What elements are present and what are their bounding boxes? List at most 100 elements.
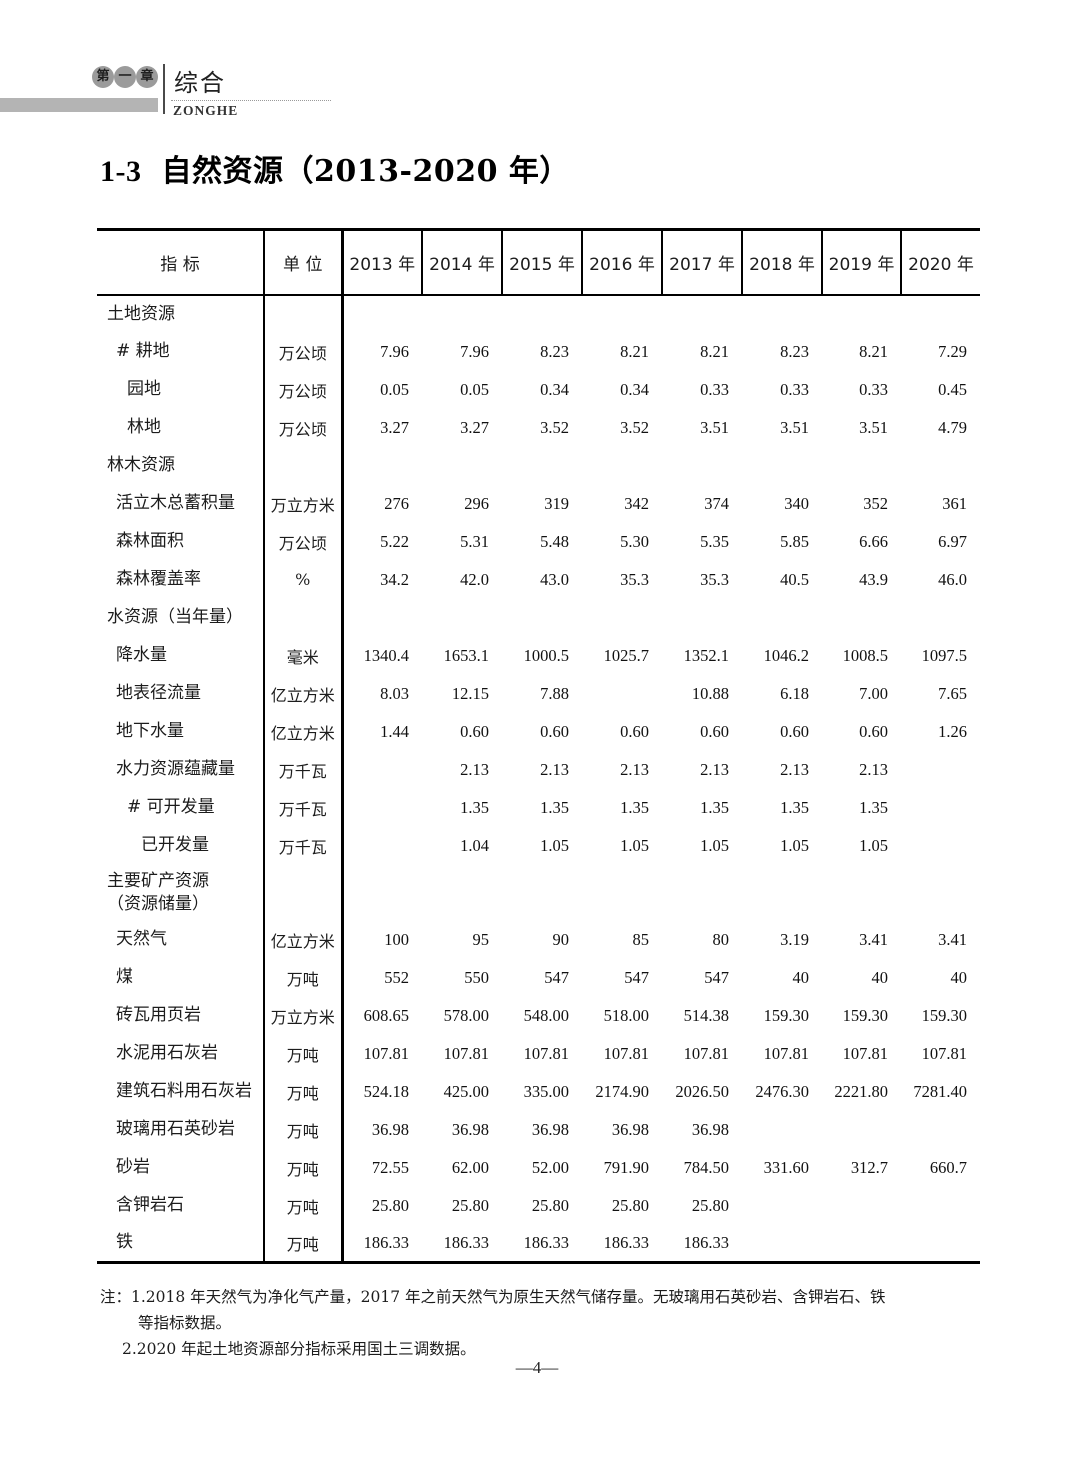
row-label: 铁 — [97, 1224, 265, 1263]
data-row: 水力资源蕴藏量 万千瓦 2.13 2.13 2.13 2.13 2.13 2.13 — [97, 750, 980, 789]
cell-value — [822, 447, 901, 485]
cell-value: 10.88 — [691, 683, 729, 703]
data-row: 水泥用石灰岩 万吨 107.81 107.81 107.81 107.81 107.81 10… — [97, 1034, 980, 1073]
cell-value — [901, 789, 980, 827]
row-unit: 万吨 — [264, 1072, 344, 1111]
row-label: 建筑石料用石灰岩 — [97, 1072, 265, 1111]
cell-value: 34.2 — [380, 569, 409, 589]
cell-value: 5.35 — [700, 531, 729, 551]
cell-value: 2221.80 — [834, 1081, 888, 1101]
cell-value: 80 — [712, 929, 730, 949]
cell-value — [582, 599, 662, 637]
chapter-badge-char: 章 — [136, 66, 158, 88]
cell-value: 6.97 — [938, 531, 967, 551]
cell-value — [901, 827, 980, 865]
row-unit: 万吨 — [264, 958, 344, 997]
row-label: 地表径流量 — [97, 674, 265, 713]
row-label: 煤 — [97, 958, 265, 997]
cell-value — [662, 599, 742, 637]
cell-value — [342, 827, 422, 865]
cell-value: 0.33 — [780, 379, 809, 399]
cell-value: 1.26 — [938, 721, 967, 741]
cell-value: 518.00 — [603, 1005, 649, 1025]
row-label: 主要矿产资源 （资源储量） — [97, 864, 265, 921]
cell-value — [742, 1225, 822, 1263]
cell-value — [502, 599, 582, 637]
cell-value — [822, 1111, 901, 1149]
cell-value: 1046.2 — [763, 645, 809, 665]
cell-value: 340 — [784, 493, 809, 513]
cell-value: 1000.5 — [523, 645, 569, 665]
cell-value — [901, 447, 980, 485]
cell-value: 2.13 — [540, 759, 569, 779]
row-unit: 万吨 — [264, 1186, 344, 1225]
cell-value: 12.15 — [451, 683, 489, 703]
cell-value: 2.13 — [859, 759, 888, 779]
row-unit: 万立方米 — [264, 996, 344, 1035]
row-label: 已开发量 — [97, 826, 265, 865]
table-notes: 注：1.2018 年天然气为净化气产量，2017 年之前天然气为原生天然气储存量… — [100, 1284, 985, 1362]
cell-value: 25.80 — [371, 1195, 409, 1215]
cell-value: 5.48 — [540, 531, 569, 551]
cell-value: 335.00 — [523, 1081, 569, 1101]
cell-value: 6.18 — [780, 683, 809, 703]
page-title: 1-3 自然资源（2013-2020 年） — [100, 146, 570, 190]
cell-value: 2.13 — [460, 759, 489, 779]
cell-value — [502, 447, 582, 485]
cell-value: 3.52 — [620, 417, 649, 437]
cell-value: 107.81 — [921, 1043, 967, 1063]
row-label: 玻璃用石英砂岩 — [97, 1110, 265, 1149]
cell-value: 40 — [871, 967, 889, 987]
cell-value: 7.88 — [540, 683, 569, 703]
row-label: 砂岩 — [97, 1148, 265, 1187]
cell-value — [422, 447, 502, 485]
data-row: 天然气 亿立方米 100 95 90 85 80 3.19 3.41 3.41 — [97, 920, 980, 959]
cell-value: 107.81 — [523, 1043, 569, 1063]
cell-value: 1097.5 — [921, 645, 967, 665]
cell-value: 186.33 — [363, 1232, 409, 1252]
cell-value: 8.23 — [540, 341, 569, 361]
data-row: 地下水量 亿立方米 1.44 0.60 0.60 0.60 0.60 0.60 0.60 1.26 — [97, 712, 980, 751]
data-row: 地表径流量 亿立方米 8.03 12.15 7.88 10.88 6.18 7.00 7.65 — [97, 674, 980, 713]
cell-value — [502, 865, 582, 921]
cell-value — [342, 789, 422, 827]
cell-value: 550 — [464, 967, 489, 987]
section-row: 水资源（当年量） — [97, 598, 980, 637]
row-unit — [264, 294, 344, 333]
cell-value: 524.18 — [363, 1081, 409, 1101]
row-unit — [264, 446, 344, 485]
cell-value: 5.22 — [380, 531, 409, 551]
cell-value: 0.60 — [859, 721, 888, 741]
cell-value — [422, 599, 502, 637]
cell-value — [901, 1187, 980, 1225]
cell-value: 2.13 — [780, 759, 809, 779]
data-row: # 可开发量 万千瓦 1.35 1.35 1.35 1.35 1.35 1.35 — [97, 788, 980, 827]
row-unit: 万吨 — [264, 1034, 344, 1073]
table-body: 土地资源 # 耕地 万公顷 7.96 7.96 8.23 8.21 8.21 8.23 8.21 7… — [97, 294, 980, 1263]
cell-value: 62.00 — [451, 1157, 489, 1177]
cell-value: 0.33 — [700, 379, 729, 399]
row-unit: 万公顷 — [264, 522, 344, 561]
cell-value: 1.04 — [460, 835, 489, 855]
cell-value: 7.29 — [938, 341, 967, 361]
chapter-badge-char: 第 — [92, 66, 114, 88]
cell-value: 3.52 — [540, 417, 569, 437]
cell-value: 25.80 — [611, 1195, 649, 1215]
cell-value: 312.7 — [850, 1157, 888, 1177]
section-row: 土地资源 — [97, 294, 980, 333]
cell-value — [422, 295, 502, 333]
cell-value: 43.0 — [540, 569, 569, 589]
cell-value: 35.3 — [700, 569, 729, 589]
cell-value: 1.05 — [620, 835, 649, 855]
cell-value: 0.60 — [700, 721, 729, 741]
cell-value: 1.05 — [780, 835, 809, 855]
cell-value: 342 — [624, 493, 649, 513]
cell-value: 547 — [624, 967, 649, 987]
cell-value: 7.00 — [859, 683, 888, 703]
row-unit: 万吨 — [264, 1148, 344, 1187]
data-row: 砂岩 万吨 72.55 62.00 52.00 791.90 784.50 331.60 312… — [97, 1148, 980, 1187]
cell-value: 791.90 — [603, 1157, 649, 1177]
cell-value: 3.51 — [859, 417, 888, 437]
chapter-badge-char: 一 — [114, 66, 136, 88]
